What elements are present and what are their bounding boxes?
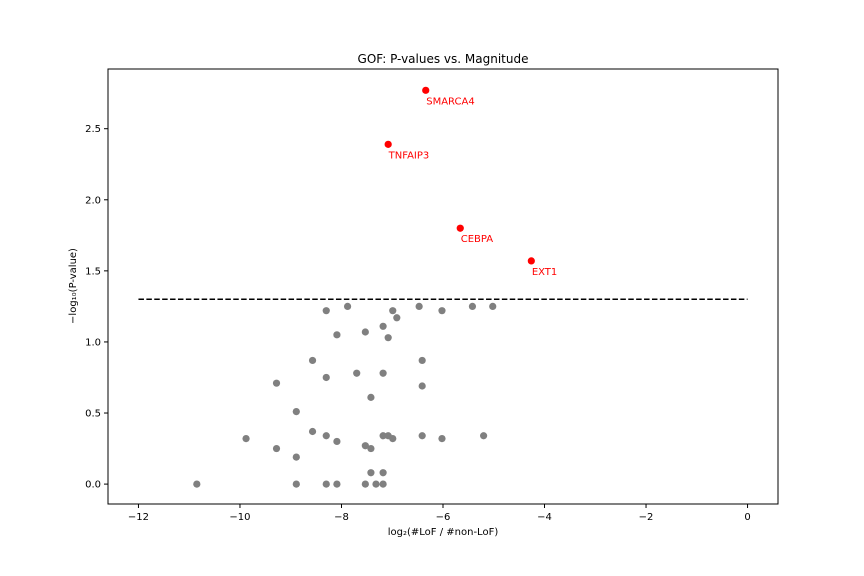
point-annotation: EXT1 xyxy=(532,267,557,278)
y-tick-label: 1.5 xyxy=(85,266,101,277)
point-annotation: TNFAIP3 xyxy=(388,150,430,161)
data-point xyxy=(292,480,300,488)
data-point xyxy=(389,307,397,315)
data-point xyxy=(242,435,250,443)
x-tick-label: −2 xyxy=(639,512,654,523)
data-point xyxy=(415,302,423,311)
data-point xyxy=(468,302,477,311)
x-tick-label: −6 xyxy=(436,512,451,523)
data-point xyxy=(292,453,300,461)
x-tick-label: −12 xyxy=(128,512,149,523)
y-tick-label: 2.5 xyxy=(85,124,101,135)
point-annotation: CEBPA xyxy=(461,234,494,245)
data-point xyxy=(438,307,446,315)
data-point xyxy=(343,302,352,311)
chart-title: GOF: P-values vs. Magnitude xyxy=(358,52,529,66)
x-axis: −12 −10 −8 −6 −4 −2 0 xyxy=(128,504,751,523)
data-point xyxy=(322,373,330,382)
data-point xyxy=(308,356,317,365)
data-point xyxy=(480,432,488,440)
data-point xyxy=(193,480,201,488)
y-tick-label: 0.5 xyxy=(85,409,101,420)
data-point xyxy=(438,435,446,443)
data-point xyxy=(379,369,387,377)
data-point xyxy=(372,480,380,488)
data-point xyxy=(384,334,392,342)
highlight-point xyxy=(422,86,430,94)
y-tick-label: 2.0 xyxy=(85,195,101,206)
data-point xyxy=(361,328,369,336)
data-point xyxy=(333,480,341,488)
data-point xyxy=(379,480,387,488)
data-point xyxy=(367,444,375,453)
y-axis: 0.0 0.5 1.0 1.5 2.0 2.5 xyxy=(85,124,108,491)
data-point xyxy=(272,379,281,387)
data-point xyxy=(393,314,401,322)
highlight-point xyxy=(384,140,392,148)
y-tick-label: 0.0 xyxy=(85,480,101,491)
data-point xyxy=(361,442,369,450)
highlight-point xyxy=(456,224,464,232)
highlight-point xyxy=(527,257,535,265)
data-point xyxy=(361,480,369,488)
data-point xyxy=(322,307,330,315)
data-point xyxy=(308,427,317,436)
data-point xyxy=(333,437,341,446)
data-point xyxy=(333,331,341,339)
data-point xyxy=(367,393,375,401)
data-point xyxy=(418,356,426,365)
data-point xyxy=(367,469,375,477)
data-point xyxy=(272,444,281,453)
data-point xyxy=(418,432,426,440)
data-point xyxy=(322,432,330,440)
x-tick-label: 0 xyxy=(744,512,750,523)
y-axis-label: −log₁₀(P-value) xyxy=(68,248,79,324)
data-point xyxy=(322,480,330,488)
data-point xyxy=(379,322,387,330)
x-axis-label: log₂(#LoF / #non-LoF) xyxy=(388,527,499,538)
data-point xyxy=(489,302,497,311)
x-tick-label: −4 xyxy=(537,512,552,523)
y-tick-label: 1.0 xyxy=(85,337,101,348)
x-tick-label: −10 xyxy=(229,512,250,523)
data-point xyxy=(418,382,426,390)
data-point xyxy=(353,369,361,377)
data-point xyxy=(389,435,397,443)
data-point xyxy=(379,469,387,477)
x-tick-label: −8 xyxy=(334,512,349,523)
data-point xyxy=(292,407,300,416)
data-point xyxy=(379,432,387,440)
point-annotation: SMARCA4 xyxy=(426,96,474,107)
